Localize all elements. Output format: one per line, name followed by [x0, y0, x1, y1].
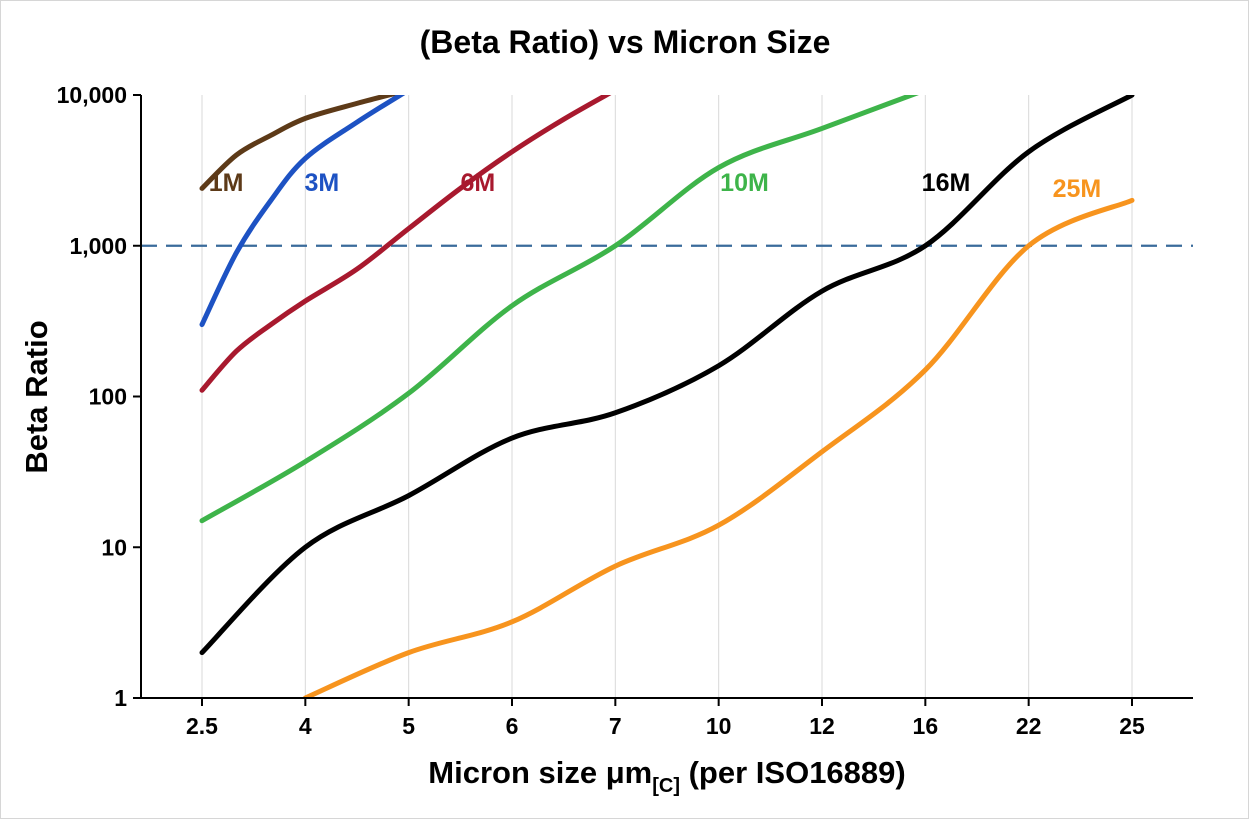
- series-25M-label: 25M: [1053, 175, 1102, 203]
- series-6M-curve: [199, 95, 612, 393]
- series-1M-label: 1M: [209, 169, 244, 197]
- x-tick-label-2.5: 2.5: [186, 713, 218, 739]
- series-16M-label: 16M: [922, 169, 971, 197]
- x-tick-label-5: 5: [402, 713, 415, 739]
- chart-title: (Beta Ratio) vs Micron Size: [420, 24, 831, 60]
- x-tick-label-16: 16: [913, 713, 939, 739]
- series-3M-curve: [199, 95, 406, 328]
- x-axis-label-tail: (per ISO16889): [680, 755, 906, 790]
- y-tick-label-1000: 1,000: [69, 233, 127, 259]
- series-10M-label: 10M: [720, 169, 769, 197]
- x-tick-label-7: 7: [609, 713, 622, 739]
- series-6M-label: 6M: [461, 169, 496, 197]
- series-1M-curve: [199, 95, 400, 191]
- series-10M-curve: [199, 95, 919, 524]
- plot-area: 1M 3M 6M 10M 16M 25M 1 10 100 1,000 10,000 2.5 4 5 6 7 1…: [57, 82, 1193, 739]
- y-tick-label-10000: 10,000: [57, 82, 127, 108]
- x-axis-label-main: Micron size μm: [428, 755, 652, 790]
- x-axis-label-subscript: [C]: [652, 775, 680, 797]
- x-tick-label-6: 6: [506, 713, 519, 739]
- y-axis-label: Beta Ratio: [19, 320, 54, 473]
- series-25M-curve: [302, 197, 1135, 698]
- x-tick-label-4: 4: [299, 713, 312, 739]
- y-tick-label-100: 100: [89, 384, 127, 410]
- x-tick-label-22: 22: [1016, 713, 1042, 739]
- series-3M-label: 3M: [304, 169, 339, 197]
- x-tick-label-10: 10: [706, 713, 732, 739]
- series-16M-curve: [199, 95, 1135, 656]
- x-tick-label-25: 25: [1119, 713, 1145, 739]
- x-axis-label: Micron size μm[C] (per ISO16889): [428, 755, 905, 797]
- y-tick-label-10: 10: [101, 534, 127, 560]
- series-curves: [199, 95, 1135, 698]
- x-tick-label-12: 12: [809, 713, 835, 739]
- y-tick-label-1: 1: [114, 685, 127, 711]
